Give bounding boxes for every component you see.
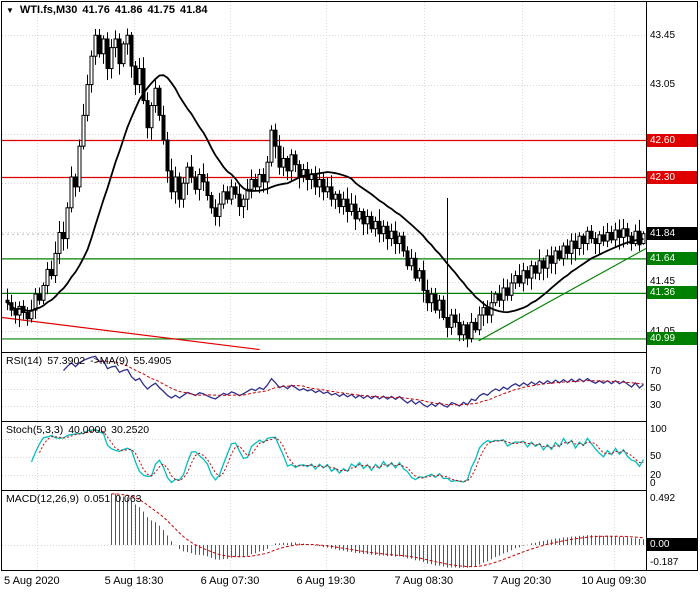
rsi-ma-name: ->MA(9) — [90, 355, 129, 367]
rsi-indicator-label: RSI(14) 57.3902 ->MA(9) 55.4905 — [6, 355, 176, 367]
chart-header: ▼ WTI.fs,M30 41.76 41.86 41.75 41.84 — [6, 4, 213, 16]
price-tick-label: 30 — [650, 400, 662, 412]
price-badge-sup: 41.36 — [647, 286, 697, 300]
price-badge-res: 42.60 — [647, 133, 697, 147]
price-badge-sup: 41.64 — [647, 251, 697, 265]
panel-divider[interactable] — [2, 421, 697, 422]
price-chart-canvas[interactable] — [2, 2, 646, 352]
time-tick-label: 5 Aug 18:30 — [104, 575, 164, 587]
symbol-timeframe-label: WTI.fs,M30 — [19, 4, 78, 16]
ohlc-high: 41.86 — [114, 4, 143, 16]
price-badge-cur: 0.00 — [647, 538, 697, 552]
time-tick-label: 7 Aug 20:30 — [492, 575, 552, 587]
macd-panel-canvas[interactable] — [2, 491, 646, 570]
price-tick-label: 20 — [650, 469, 662, 481]
stoch-panel-canvas[interactable] — [2, 422, 646, 490]
one-click-trading-toggle-icon[interactable]: ▼ — [6, 6, 14, 15]
stoch-indicator-label: Stoch(5,3,3) 40.0000 30.2520 — [6, 424, 154, 436]
stoch-name: Stoch(5,3,3) — [6, 424, 64, 436]
macd-indicator-label: MACD(12,26,9) 0.051 0.063 — [6, 493, 147, 505]
price-axis-separator — [646, 2, 647, 570]
stoch-value: 40.0000 — [68, 424, 107, 436]
macd-name: MACD(12,26,9) — [6, 493, 79, 505]
macd-value: 0.051 — [83, 493, 111, 505]
price-tick-label: 0 — [650, 478, 656, 489]
price-tick-label: 43.05 — [650, 79, 676, 91]
price-tick-label: 0.492 — [650, 492, 676, 504]
time-tick-label: 5 Aug 2020 — [4, 575, 60, 587]
panel-divider[interactable] — [2, 352, 697, 353]
chart-frame: 43.45 43.05 42.60 42.30 41.84 41.64 41.45 41.36… — [1, 1, 698, 571]
price-badge-cur: 41.84 — [647, 227, 697, 241]
ohlc-open: 41.76 — [82, 4, 110, 16]
panel-divider[interactable] — [2, 490, 697, 491]
time-tick-label: 7 Aug 08:30 — [394, 575, 454, 587]
stoch-signal-value: 30.2520 — [111, 424, 150, 436]
price-badge-res: 42.30 — [647, 170, 697, 184]
price-tick-label: 43.45 — [650, 29, 676, 41]
time-tick-label: 6 Aug 07:30 — [200, 575, 260, 587]
price-badge-sup: 40.99 — [647, 331, 697, 345]
rsi-panel-canvas[interactable] — [2, 353, 646, 421]
rsi-ma-value: 55.4905 — [133, 355, 172, 367]
price-tick-label: 100 — [650, 423, 667, 435]
price-tick-label: 50 — [650, 383, 662, 395]
price-tick-label: 50 — [650, 451, 662, 463]
rsi-value: 57.3902 — [47, 355, 86, 367]
time-tick-label: 10 Aug 09:30 — [581, 575, 647, 587]
macd-signal-value: 0.063 — [115, 493, 142, 505]
price-tick-label: -0.187 — [650, 557, 679, 569]
rsi-name: RSI(14) — [6, 355, 43, 367]
time-tick-label: 6 Aug 19:30 — [296, 575, 356, 587]
price-tick-label: 41.45 — [650, 276, 676, 288]
price-tick-label: 70 — [650, 366, 662, 378]
time-axis[interactable]: 5 Aug 2020 5 Aug 18:30 6 Aug 07:30 6 Aug 19… — [2, 573, 646, 597]
price-tick-label: 41.05 — [650, 325, 675, 338]
ohlc-close: 41.84 — [179, 4, 208, 16]
price-axis[interactable]: 43.45 43.05 42.60 42.30 41.84 41.64 41.45 41.36… — [647, 2, 697, 570]
ohlc-low: 41.75 — [147, 4, 175, 16]
